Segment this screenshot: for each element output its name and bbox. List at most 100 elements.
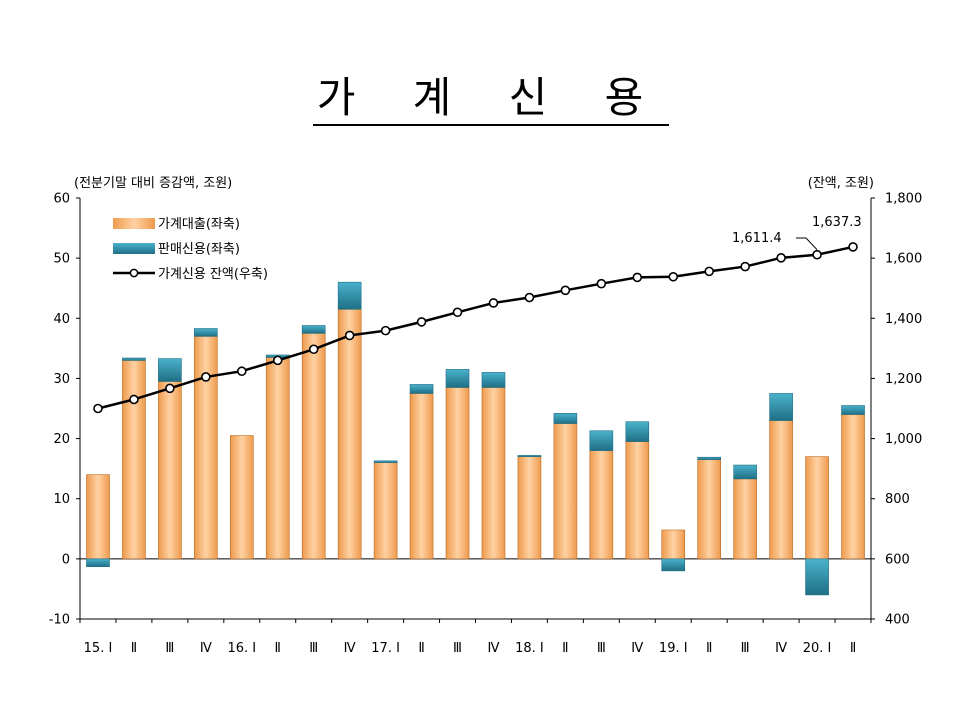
bar-credit: [733, 464, 757, 480]
bar-credit: [445, 369, 470, 388]
line-marker: [488, 298, 499, 308]
bar-credit: [373, 460, 398, 463]
bar-credit: [301, 325, 326, 334]
line-marker: [524, 292, 535, 303]
legend: 가계대출(좌축) 판매신용(좌축) 가계신용 잔액(우축): [113, 217, 268, 282]
line-marker: [416, 317, 427, 327]
bar-loans: [229, 435, 254, 560]
right-axis-tick-label: 600: [885, 552, 910, 567]
bar-loans: [194, 336, 218, 560]
legend-swatch-marker: [129, 268, 139, 278]
bar-credit: [841, 405, 865, 415]
x-axis-tick-label: Ⅲ: [309, 641, 318, 656]
line-marker: [308, 344, 319, 355]
line-marker: [632, 272, 643, 283]
line-marker: [380, 325, 391, 336]
line-marker: [668, 271, 679, 282]
bar-credit: [697, 456, 722, 460]
left-axis-tick-label: 60: [53, 192, 70, 207]
legend-label-line: 가계신용 잔액(우축): [158, 267, 268, 282]
bar-credit: [194, 328, 218, 337]
bar-loans: [697, 459, 722, 560]
line-marker: [165, 383, 175, 394]
line-marker: [596, 278, 607, 289]
line-marker: [848, 242, 858, 252]
line-marker: [129, 394, 139, 405]
x-axis-tick-label: 17. Ⅰ: [371, 641, 400, 656]
legend-swatch-credit: [113, 243, 155, 254]
bar-credit: [481, 372, 506, 388]
bar-loans: [805, 456, 829, 560]
bar-loans: [625, 441, 650, 560]
x-axis-tick-label: Ⅲ: [597, 641, 606, 656]
right-axis-tick-label: 1,400: [885, 312, 922, 327]
x-axis-tick-label: 18. Ⅰ: [515, 641, 544, 656]
x-axis-tick-label: Ⅱ: [131, 641, 137, 656]
bar-loans: [553, 423, 578, 560]
x-axis-tick-label: Ⅱ: [562, 641, 568, 656]
right-axis-tick-label: 800: [885, 492, 910, 507]
x-axis-tick-label: 15. Ⅰ: [84, 641, 113, 656]
bar-loans: [86, 474, 110, 560]
bar-credit: [661, 558, 686, 572]
line-marker: [344, 330, 355, 341]
x-axis-tick-label: Ⅱ: [850, 641, 856, 656]
left-axis-tick-label: 20: [53, 432, 70, 447]
left-axis-title: (전분기말 대비 증감액, 조원): [74, 176, 232, 191]
bar-credit: [769, 393, 793, 421]
x-axis-tick-label: 19. Ⅰ: [659, 641, 688, 656]
bar-credit: [337, 281, 362, 310]
bar-loans: [337, 308, 362, 560]
line-marker: [272, 355, 283, 366]
bar-loans: [445, 387, 470, 560]
line-marker: [812, 249, 822, 260]
x-axis-tick-label: Ⅳ: [775, 641, 787, 656]
line-marker: [93, 403, 103, 414]
bar-loans: [481, 387, 506, 560]
left-axis-tick-label: -10: [49, 613, 70, 628]
annotation-balance-2020q1: 1,611.4: [732, 231, 782, 246]
bar-loans: [769, 420, 793, 560]
right-axis-title: (잔액, 조원): [808, 176, 874, 191]
bar-credit: [158, 358, 182, 382]
annotation-balance-2020q2: 1,637.3: [812, 215, 862, 230]
bar-credit: [122, 357, 146, 361]
right-axis-tick-label: 1,600: [885, 252, 922, 267]
line-marker: [704, 266, 715, 277]
right-axis-tick-label: 1,000: [885, 432, 922, 447]
line-marker: [236, 366, 247, 377]
x-axis-tick-label: 20. Ⅰ: [803, 641, 832, 656]
left-axis-tick-label: 10: [53, 492, 70, 507]
x-axis-tick-label: Ⅱ: [275, 641, 281, 656]
x-axis-tick-label: Ⅲ: [453, 641, 462, 656]
x-axis-tick-label: Ⅳ: [487, 641, 499, 656]
bar-loans: [122, 360, 146, 560]
line-marker: [201, 372, 211, 382]
bar-credit: [805, 558, 829, 596]
legend-swatch-loans: [113, 218, 155, 229]
bar-loans: [841, 414, 865, 560]
right-axis-tick-label: 1,200: [885, 372, 922, 387]
bar-loans: [265, 357, 290, 560]
left-axis-tick-label: 50: [53, 252, 70, 267]
left-axis-tick-label: 30: [53, 372, 70, 387]
line-marker: [740, 261, 750, 272]
bar-loans: [301, 333, 326, 560]
left-axis-tick-label: 40: [53, 312, 70, 327]
right-axis-tick-label: 400: [885, 613, 910, 628]
x-axis-tick-label: Ⅳ: [344, 641, 356, 656]
x-axis-tick-label: Ⅳ: [200, 641, 212, 656]
bar-loans: [661, 529, 686, 560]
bar-loans: [373, 462, 398, 560]
bar-credit: [409, 384, 434, 394]
line-credit-balance: [97, 245, 854, 410]
page-title: 가 계 신 용: [0, 64, 960, 126]
right-axis-tick-label: 1,800: [885, 192, 922, 207]
x-axis-tick-label: Ⅱ: [706, 641, 712, 656]
bar-loans: [409, 393, 434, 560]
line-marker: [560, 285, 571, 296]
legend-label-loans: 가계대출(좌축): [158, 217, 240, 232]
bar-credit: [553, 413, 578, 424]
x-axis-tick-label: Ⅲ: [165, 641, 174, 656]
